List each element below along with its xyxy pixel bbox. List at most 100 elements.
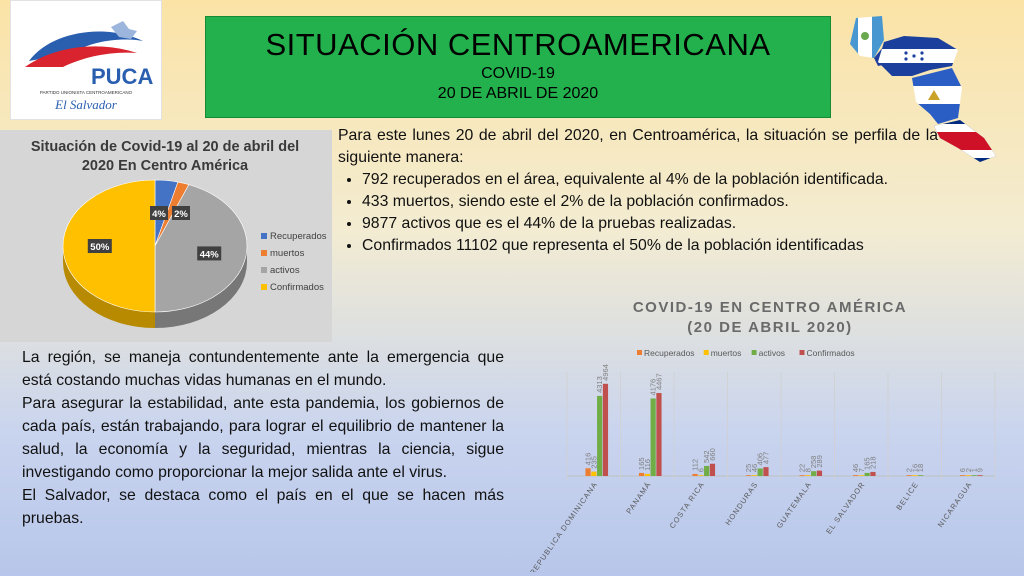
bottom-paragraph: El Salvador, se destaca como el país en … — [22, 487, 504, 527]
bar — [799, 475, 805, 476]
bar-chart-title: COVID-19 EN CENTRO AMÉRICA — [632, 299, 908, 316]
bar-legend-entry: muertos — [711, 348, 742, 358]
bar — [858, 475, 864, 476]
bar-data-label: 660 — [708, 448, 717, 461]
bar-legend-entry: activos — [759, 348, 785, 358]
bar — [704, 465, 710, 476]
bar — [852, 475, 859, 476]
pie-legend-entry: Recuperados — [270, 231, 327, 242]
bar — [638, 472, 645, 476]
bar-legend-entry: Recuperados — [644, 348, 695, 358]
pie-data-label-bg — [197, 246, 222, 261]
page-date: 20 DE ABRIL DE 2020 — [437, 85, 599, 102]
bar-data-label: 2 — [905, 468, 914, 472]
bar — [763, 467, 769, 476]
bar-data-label: 7 — [857, 468, 866, 472]
bar-chart-subtitle: (20 DE ABRIL 2020) — [687, 319, 853, 336]
bar — [709, 463, 716, 476]
pie-legend-entry: muertos — [270, 248, 305, 259]
bar — [692, 473, 698, 476]
bottom-paragraph: Para asegurar la estabilidad, ante esta … — [22, 395, 504, 481]
pie-slice-side — [155, 246, 247, 328]
pie-legend-entry: activos — [270, 265, 300, 276]
bar-category-label: NICARAGUA — [936, 480, 974, 529]
bar — [644, 473, 650, 476]
bar-category-label: HONDURAS — [723, 480, 760, 527]
pie-data-label-bg — [87, 239, 112, 253]
bar-data-label: 6 — [958, 468, 967, 472]
logo-red-swoosh — [25, 46, 137, 67]
bar — [602, 383, 609, 476]
bar — [971, 475, 977, 476]
bar-data-label: 112 — [691, 459, 700, 471]
bar-category-label: COSTA RICA — [668, 480, 707, 530]
bar — [597, 395, 603, 476]
pie-legend-swatch — [261, 267, 267, 273]
nicaragua-flag — [912, 68, 962, 124]
bar-data-label: 18 — [916, 464, 925, 472]
pie-legend-swatch — [261, 250, 267, 256]
intro-bullet: 433 muertos, siendo este el 2% de la pob… — [362, 191, 938, 213]
logo-brand: PUCA — [91, 64, 153, 89]
bar-data-label: 25 — [744, 464, 753, 472]
bar-data-label: 218 — [868, 456, 877, 469]
bar — [751, 475, 757, 476]
puca-logo: PUCA PARTIDO UNIONISTA CENTROAMERICANO E… — [10, 0, 162, 120]
intro-paragraph: Para este lunes 20 de abril del 2020, en… — [338, 127, 938, 166]
bar — [965, 475, 971, 476]
puca-logo-graphic: PUCA PARTIDO UNIONISTA CENTROAMERICANO E… — [25, 21, 153, 112]
bar-data-label: 116 — [643, 459, 652, 471]
bar-chart-title-block: COVID-19 EN CENTRO AMÉRICA (20 DE ABRIL … — [560, 298, 980, 338]
bar-data-label: 2 — [964, 468, 973, 472]
pie-legend-swatch — [261, 233, 267, 239]
page-title: SITUACIÓN CENTROAMERICANA — [265, 27, 771, 62]
bar-legend-swatch — [751, 350, 757, 355]
header-banner: SITUACIÓN CENTROAMERICANA COVID-19 20 DE… — [205, 16, 831, 118]
costa-rica-flag — [934, 120, 996, 162]
bar-data-label: 4313 — [595, 376, 604, 393]
bar-data-label: 6 — [696, 468, 705, 472]
intro-bullet-list: 792 recuperados en el área, equivalente … — [338, 169, 938, 257]
bar-legend-entry: Confirmados — [807, 348, 855, 358]
bar — [757, 468, 763, 476]
bar — [585, 468, 591, 476]
intro-text: Para este lunes 20 de abril del 2020, en… — [338, 125, 938, 257]
intro-bullet: Confirmados 11102 que representa el 50% … — [362, 235, 938, 257]
bar — [906, 475, 912, 476]
bar-data-label: 4467 — [654, 373, 663, 390]
bar-data-label: 4964 — [601, 364, 610, 381]
pie-legend-entry: Confirmados — [270, 282, 324, 293]
bar-data-label: 16 — [910, 464, 919, 472]
bar-chart: Recuperados muertos activos Confirmados4162… — [528, 348, 996, 572]
pie-data-label-bg — [172, 206, 190, 220]
bar — [977, 475, 983, 476]
bar-category-label: BELICE — [894, 480, 920, 512]
bar-category-label: GUATEMALA — [775, 480, 814, 530]
bar — [816, 470, 823, 476]
bar-data-label: 165 — [637, 457, 646, 470]
bar-data-label: 258 — [809, 456, 818, 469]
bottom-text: La región, se maneja contundentemente an… — [22, 346, 504, 530]
pie-chart-panel: Situación de Covid-19 al 20 de abril del… — [0, 130, 332, 342]
pie-data-label: 4% — [152, 209, 166, 220]
bar-legend-swatch — [637, 350, 642, 355]
bar — [745, 475, 752, 476]
bar-data-label: 235 — [589, 456, 598, 469]
pie-slice-side — [63, 246, 155, 328]
page-subtitle: COVID-19 — [481, 65, 555, 82]
pie-data-label: 50% — [90, 242, 110, 253]
bar-data-label: 46 — [750, 464, 759, 472]
bar-category-label: REPUBLICA DOMINICANA — [528, 480, 600, 572]
pie-chart-title: Situación de Covid-19 al 20 de abril del… — [30, 139, 300, 174]
central-america-flags-map-icon — [834, 6, 1004, 178]
bar — [591, 471, 597, 476]
bar-data-label: 542 — [702, 450, 711, 463]
bar-legend-swatch — [799, 350, 805, 355]
pie-chart: 4% 2% 44% 50% Recuperados muertos activos Conf… — [62, 179, 327, 328]
bar — [811, 471, 817, 476]
bottom-paragraph: La región, se maneja contundentemente an… — [22, 349, 504, 389]
bar-data-label: 46 — [851, 464, 860, 472]
bar — [912, 475, 918, 476]
bar-data-label: 8 — [803, 468, 812, 472]
logo-subtitle: PARTIDO UNIONISTA CENTROAMERICANO — [40, 90, 133, 95]
